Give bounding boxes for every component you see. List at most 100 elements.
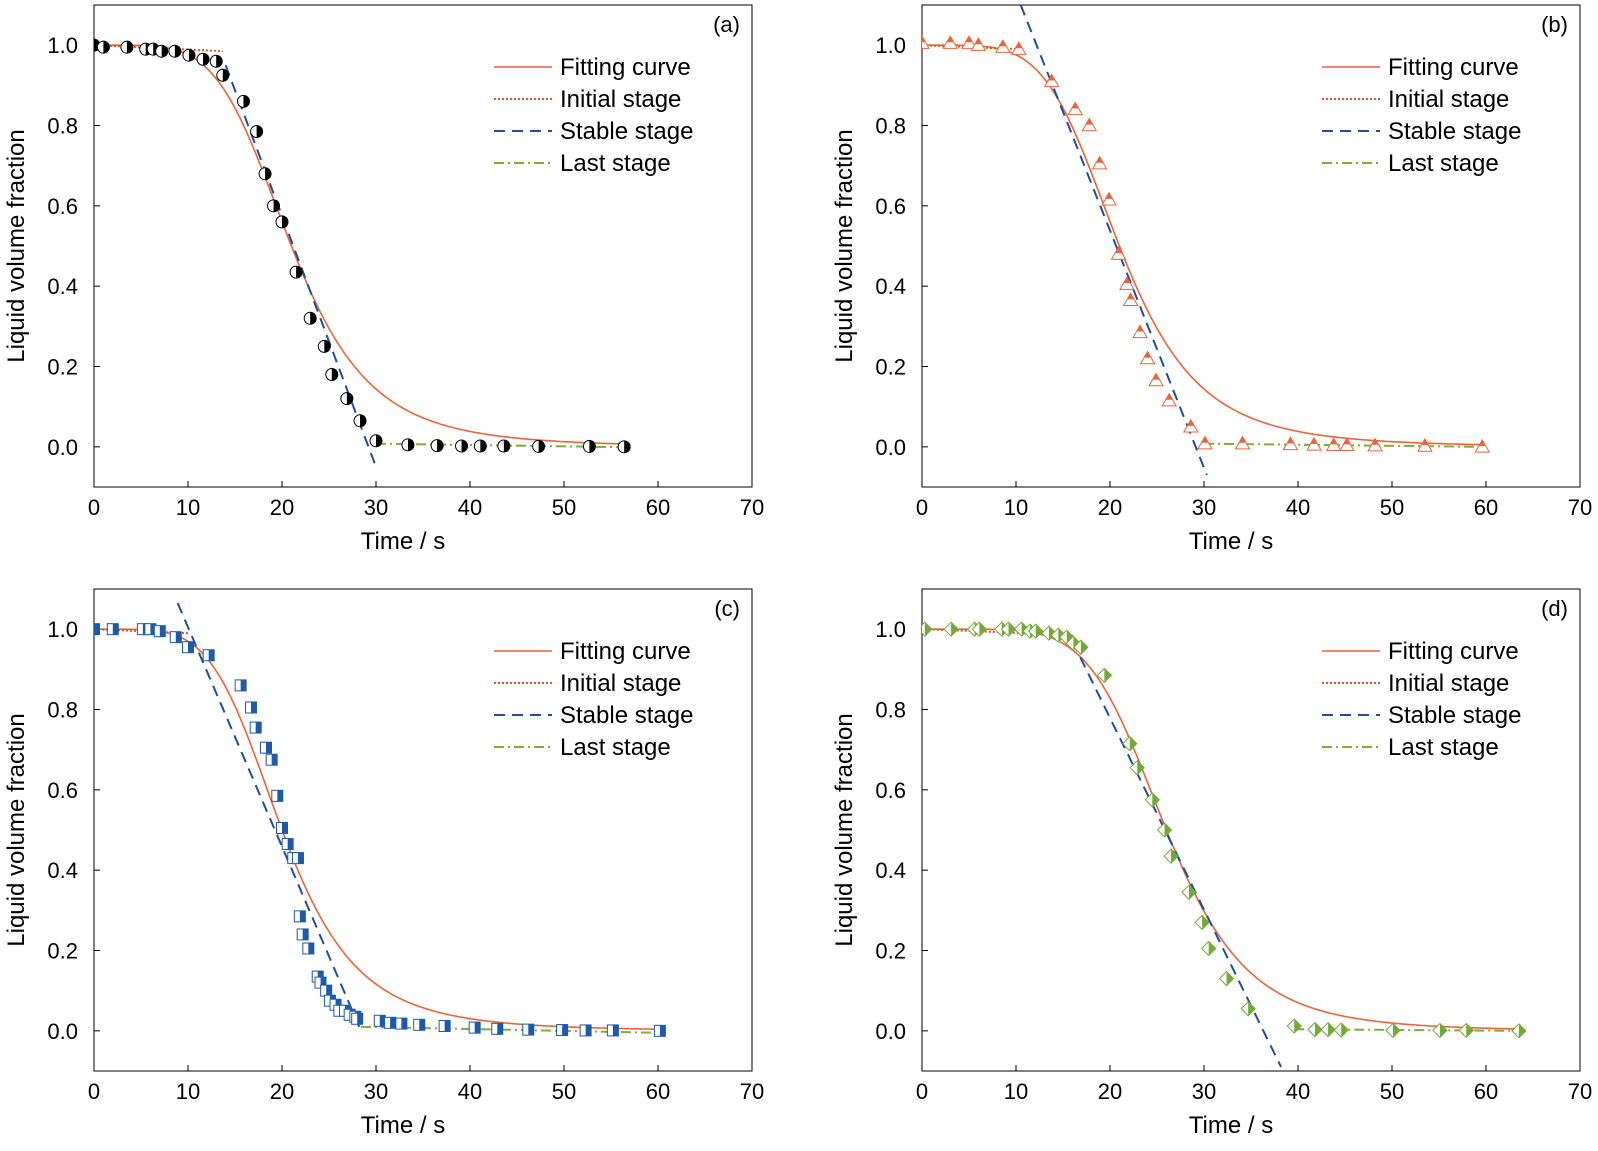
x-tick-label: 20	[270, 1079, 294, 1104]
y-tick-label: 1.0	[875, 617, 906, 642]
data-point	[1194, 914, 1210, 931]
legend-stable-stage-label: Stable stage	[1388, 702, 1521, 729]
data-point	[120, 40, 134, 54]
data-point	[209, 54, 223, 68]
x-tick-label: 70	[1568, 495, 1592, 520]
data-point	[1307, 1021, 1323, 1038]
data-point	[1043, 73, 1060, 88]
data-point	[1320, 1021, 1336, 1038]
data-point	[1096, 667, 1113, 684]
data-point	[1182, 418, 1199, 433]
data-point	[202, 649, 215, 662]
x-tick-label: 30	[1192, 1079, 1216, 1104]
plot-frame	[921, 4, 1581, 488]
data-point	[369, 434, 383, 448]
y-tick-label: 0.6	[875, 194, 906, 219]
stable-stage-line	[224, 64, 377, 468]
data-point	[1325, 437, 1342, 451]
x-tick-label: 10	[1004, 1079, 1028, 1104]
legend-last-stage-label: Last stage	[560, 734, 671, 761]
y-axis-label: Liquid volume fraction	[3, 129, 30, 362]
data-point	[281, 838, 294, 851]
y-tick-label: 0.2	[47, 939, 78, 964]
x-tick-label: 0	[916, 495, 928, 520]
data-point	[1067, 101, 1084, 116]
data-point	[1122, 292, 1139, 306]
data-point	[1197, 435, 1213, 450]
y-tick-label: 1.0	[47, 33, 78, 58]
y-tick-label: 0.8	[47, 114, 78, 139]
panel-b: 0 10 20 30 40 50 60 70 0.0 0.2 0.4 0.6 0.8 1.0 Time / …	[831, 4, 1592, 555]
legend-initial-stage-label: Initial stage	[1388, 86, 1509, 113]
data-point	[320, 984, 333, 997]
data-point	[275, 215, 289, 229]
data-point	[579, 1024, 592, 1037]
data-point	[922, 621, 933, 637]
data-point	[1122, 735, 1138, 752]
legend-fitting-curve-label: Fitting curve	[1388, 54, 1519, 81]
data-point	[522, 1023, 535, 1036]
data-point	[1417, 438, 1433, 452]
data-point	[325, 368, 339, 382]
x-tick-label: 10	[176, 495, 200, 520]
legend-fitting-curve-label: Fitting curve	[560, 54, 691, 81]
data-point	[1333, 1022, 1349, 1038]
stable-stage-line	[176, 602, 362, 1032]
data-point	[430, 439, 444, 453]
data-point	[395, 1017, 408, 1030]
data-point	[155, 44, 169, 58]
data-point	[942, 35, 959, 49]
data-point	[1474, 438, 1491, 453]
data-point	[1010, 41, 1027, 55]
x-tick-label: 30	[1192, 495, 1216, 520]
data-point	[582, 439, 596, 453]
x-tick-label: 50	[552, 495, 576, 520]
data-point	[1073, 639, 1089, 655]
data-point	[606, 1024, 619, 1037]
y-tick-label: 0.2	[875, 355, 906, 380]
data-point	[1119, 276, 1135, 290]
data-point	[267, 199, 281, 213]
data-point	[1306, 436, 1322, 451]
data-point	[1240, 1001, 1256, 1017]
data-point	[317, 339, 331, 353]
y-tick-label: 0.2	[875, 939, 906, 964]
x-tick-label: 70	[740, 1079, 764, 1104]
data-point	[1081, 117, 1098, 132]
data-point	[169, 631, 182, 644]
panel-label: (a)	[713, 12, 740, 37]
plot-area	[94, 602, 666, 1037]
plot-frame	[93, 588, 753, 1072]
x-tick-label: 20	[270, 495, 294, 520]
data-point	[302, 942, 315, 955]
y-tick-label: 0.8	[47, 698, 78, 723]
y-tick-label: 0.2	[47, 355, 78, 380]
x-axis-label: Time / s	[361, 528, 445, 555]
legend-initial-stage-label: Initial stage	[1388, 670, 1509, 697]
data-point	[1028, 623, 1044, 639]
plot-area	[922, 5, 1491, 476]
data-point	[1458, 1022, 1474, 1039]
data-point	[438, 1020, 451, 1033]
legend-last-stage-label: Last stage	[1388, 150, 1499, 177]
legend-fitting-curve-label: Fitting curve	[560, 638, 691, 665]
x-tick-label: 0	[916, 1079, 928, 1104]
x-tick-label: 10	[1004, 495, 1028, 520]
data-point	[260, 741, 273, 754]
data-point	[1144, 792, 1161, 808]
legend-initial-stage-label: Initial stage	[560, 86, 681, 113]
data-point	[994, 39, 1011, 53]
data-point	[258, 167, 272, 181]
data-point	[94, 623, 100, 636]
data-point	[961, 35, 977, 49]
data-point	[413, 1018, 426, 1031]
y-tick-label: 0.4	[875, 274, 906, 299]
panel-label: (d)	[1541, 596, 1568, 621]
data-point	[653, 1024, 666, 1037]
data-point	[1161, 392, 1178, 407]
x-tick-label: 50	[1380, 495, 1404, 520]
data-point	[276, 821, 288, 834]
plot-area	[922, 621, 1527, 1068]
y-tick-label: 1.0	[875, 33, 906, 58]
